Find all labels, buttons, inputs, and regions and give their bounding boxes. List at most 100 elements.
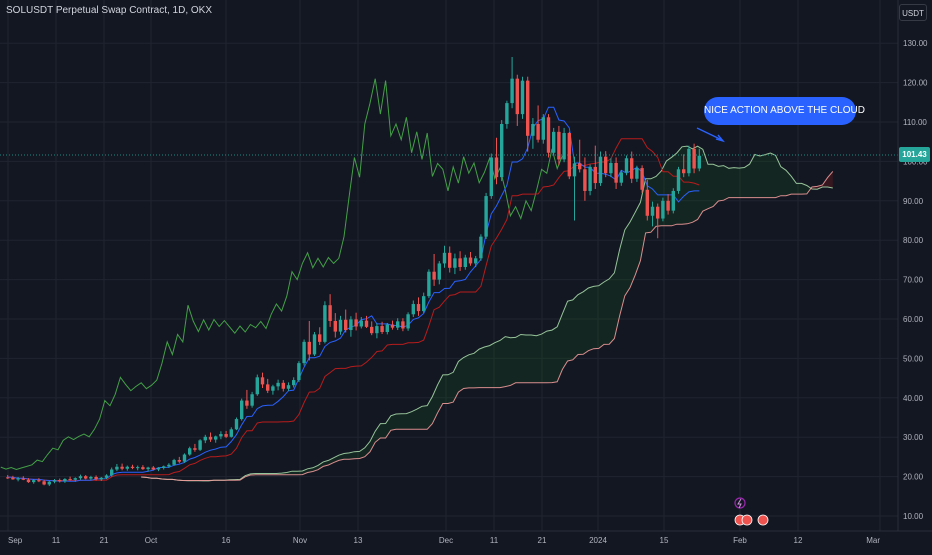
candle[interactable] — [276, 379, 280, 391]
candle[interactable] — [640, 165, 644, 193]
candle[interactable] — [182, 453, 187, 463]
event-lightning-icon[interactable] — [734, 497, 746, 509]
candle[interactable] — [193, 443, 197, 452]
candle[interactable] — [37, 478, 41, 483]
candle[interactable] — [671, 188, 675, 214]
candle[interactable] — [58, 478, 62, 483]
candle[interactable] — [385, 322, 389, 335]
candle[interactable] — [536, 105, 540, 143]
candle[interactable] — [151, 465, 155, 471]
candle[interactable] — [650, 201, 655, 227]
candle[interactable] — [292, 377, 296, 388]
candle[interactable] — [557, 125, 561, 166]
candle[interactable] — [427, 269, 431, 299]
candle[interactable] — [494, 137, 499, 185]
candle[interactable] — [130, 464, 135, 470]
candle[interactable] — [172, 458, 176, 466]
candle[interactable] — [162, 465, 166, 470]
candle[interactable] — [453, 253, 457, 275]
candle[interactable] — [676, 166, 681, 194]
candle[interactable] — [375, 323, 379, 339]
candle[interactable] — [73, 477, 77, 482]
candle[interactable] — [328, 294, 332, 327]
candle[interactable] — [11, 475, 15, 480]
candle[interactable] — [229, 427, 233, 438]
candle[interactable] — [104, 474, 109, 479]
candle[interactable] — [359, 317, 363, 329]
candle[interactable] — [354, 312, 358, 331]
candle[interactable] — [515, 74, 519, 126]
candle[interactable] — [307, 320, 311, 361]
candle[interactable] — [604, 151, 608, 178]
candle[interactable] — [271, 384, 275, 395]
annotation-callout[interactable]: NICE ACTION ABOVE THE CLOUD — [704, 97, 865, 125]
candle[interactable] — [167, 463, 171, 468]
candle[interactable] — [146, 466, 150, 472]
candle[interactable] — [505, 100, 509, 129]
candle[interactable] — [406, 312, 410, 331]
us-flag-icon[interactable] — [741, 514, 753, 526]
candle[interactable] — [500, 120, 504, 182]
candle[interactable] — [323, 301, 327, 344]
candle[interactable] — [546, 114, 551, 158]
candle[interactable] — [661, 197, 665, 222]
candle[interactable] — [333, 313, 337, 338]
candle[interactable] — [370, 321, 374, 336]
candle[interactable] — [432, 253, 436, 286]
candle[interactable] — [78, 474, 83, 480]
candle[interactable] — [42, 479, 46, 486]
candle[interactable] — [364, 315, 369, 329]
candle[interactable] — [115, 463, 119, 472]
candle[interactable] — [510, 56, 514, 109]
candle[interactable] — [520, 76, 525, 119]
candle[interactable] — [567, 131, 571, 180]
candle[interactable] — [687, 145, 691, 177]
candle[interactable] — [286, 382, 291, 391]
us-flag-icon[interactable] — [757, 514, 769, 526]
candle[interactable] — [593, 145, 597, 189]
candle[interactable] — [401, 318, 405, 332]
candle[interactable] — [260, 372, 265, 388]
candle[interactable] — [588, 164, 592, 196]
candle[interactable] — [666, 194, 670, 215]
candle[interactable] — [619, 170, 623, 186]
candle[interactable] — [531, 118, 535, 149]
candle[interactable] — [614, 157, 618, 189]
candle[interactable] — [541, 114, 545, 144]
candle[interactable] — [84, 475, 88, 480]
candle[interactable] — [682, 154, 686, 178]
candle[interactable] — [32, 479, 36, 484]
candle[interactable] — [188, 446, 192, 456]
candle[interactable] — [489, 153, 493, 199]
candle[interactable] — [526, 76, 530, 152]
candle[interactable] — [214, 435, 218, 443]
candle[interactable] — [697, 148, 701, 172]
candle[interactable] — [234, 417, 239, 431]
candle[interactable] — [224, 430, 228, 438]
candle[interactable] — [692, 143, 696, 174]
candle[interactable] — [349, 316, 353, 337]
candle[interactable] — [47, 480, 51, 487]
candle[interactable] — [281, 380, 285, 392]
candle[interactable] — [255, 374, 259, 396]
candle[interactable] — [624, 155, 629, 176]
candle[interactable] — [198, 439, 202, 451]
candle[interactable] — [6, 475, 10, 479]
candle[interactable] — [552, 127, 556, 156]
symbol-title[interactable]: SOLUSDT Perpetual Swap Contract, 1D, OKX — [6, 5, 213, 16]
candle[interactable] — [110, 467, 114, 477]
candle[interactable] — [68, 476, 72, 481]
candle[interactable] — [572, 156, 577, 221]
candle[interactable] — [312, 332, 317, 357]
candle[interactable] — [63, 478, 67, 483]
candle[interactable] — [297, 361, 301, 383]
candle[interactable] — [463, 254, 467, 270]
candle[interactable] — [562, 127, 566, 163]
candle[interactable] — [458, 251, 462, 271]
candle[interactable] — [479, 234, 483, 261]
candle[interactable] — [266, 378, 270, 394]
candle[interactable] — [390, 320, 395, 330]
candle[interactable] — [645, 179, 649, 221]
currency-button[interactable]: USDT — [899, 4, 927, 21]
